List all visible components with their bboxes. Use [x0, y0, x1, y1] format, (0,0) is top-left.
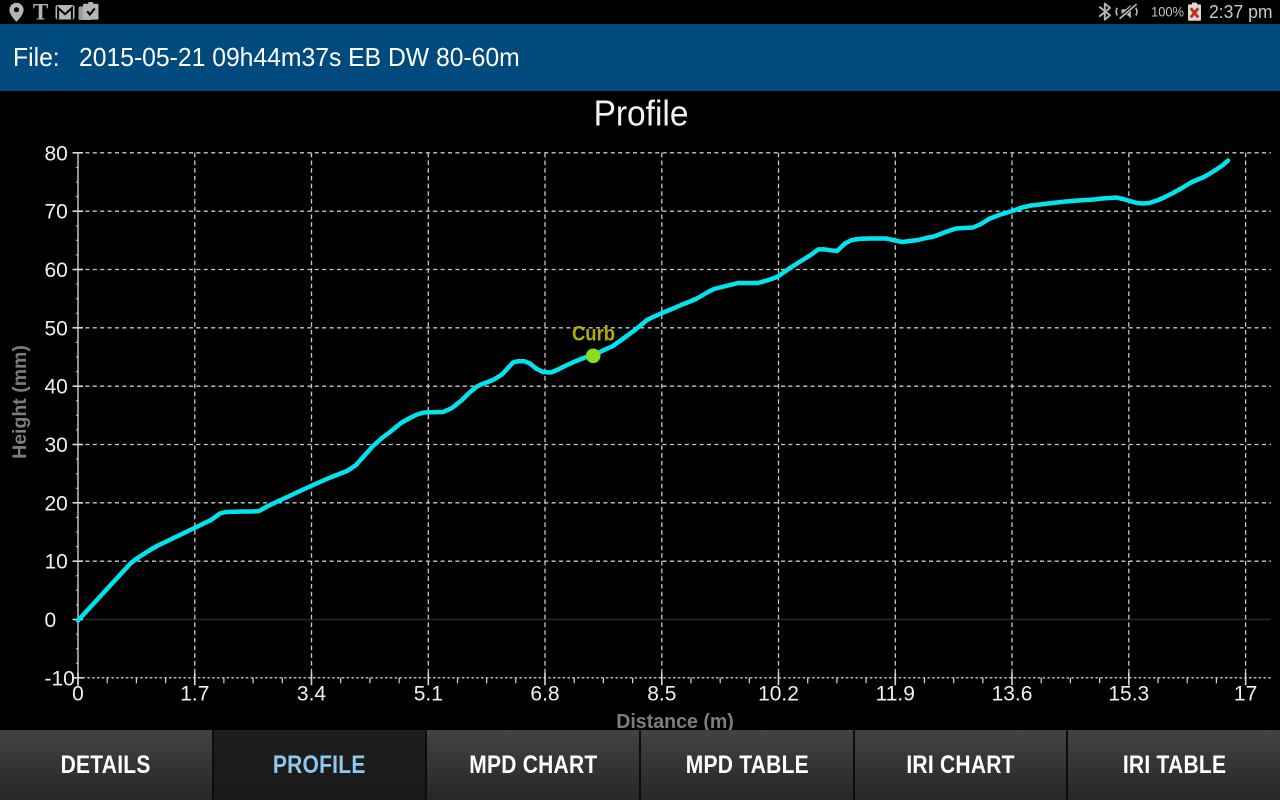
svg-text:40: 40	[45, 376, 68, 399]
svg-text:10.2: 10.2	[758, 683, 799, 706]
svg-text:Height (mm): Height (mm)	[9, 345, 31, 459]
svg-text:30: 30	[45, 434, 68, 457]
svg-text:-10: -10	[45, 667, 75, 690]
svg-text:6.8: 6.8	[530, 683, 559, 706]
svg-text:2:37 pm: 2:37 pm	[1209, 1, 1272, 22]
svg-text:Curb: Curb	[572, 322, 615, 345]
svg-text:20: 20	[45, 492, 68, 515]
svg-text:60: 60	[45, 259, 68, 282]
svg-text:70: 70	[45, 201, 68, 224]
svg-text:Distance (m): Distance (m)	[616, 711, 734, 730]
svg-text:0: 0	[45, 609, 57, 632]
svg-text:15.3: 15.3	[1108, 683, 1149, 706]
svg-text:17: 17	[1234, 683, 1257, 706]
svg-text:5.1: 5.1	[414, 683, 443, 706]
svg-text:8.5: 8.5	[647, 683, 676, 706]
svg-text:100%: 100%	[1151, 4, 1184, 20]
svg-text:11.9: 11.9	[876, 683, 915, 706]
svg-text:Profile: Profile	[594, 95, 689, 134]
svg-text:1.7: 1.7	[180, 683, 209, 706]
svg-text:T: T	[33, 0, 48, 24]
svg-text:0: 0	[72, 683, 84, 706]
svg-text:80: 80	[45, 142, 68, 165]
svg-text:50: 50	[45, 317, 68, 340]
svg-text:3.4: 3.4	[297, 683, 327, 706]
svg-text:13.6: 13.6	[992, 683, 1033, 706]
svg-text:10: 10	[45, 551, 68, 574]
